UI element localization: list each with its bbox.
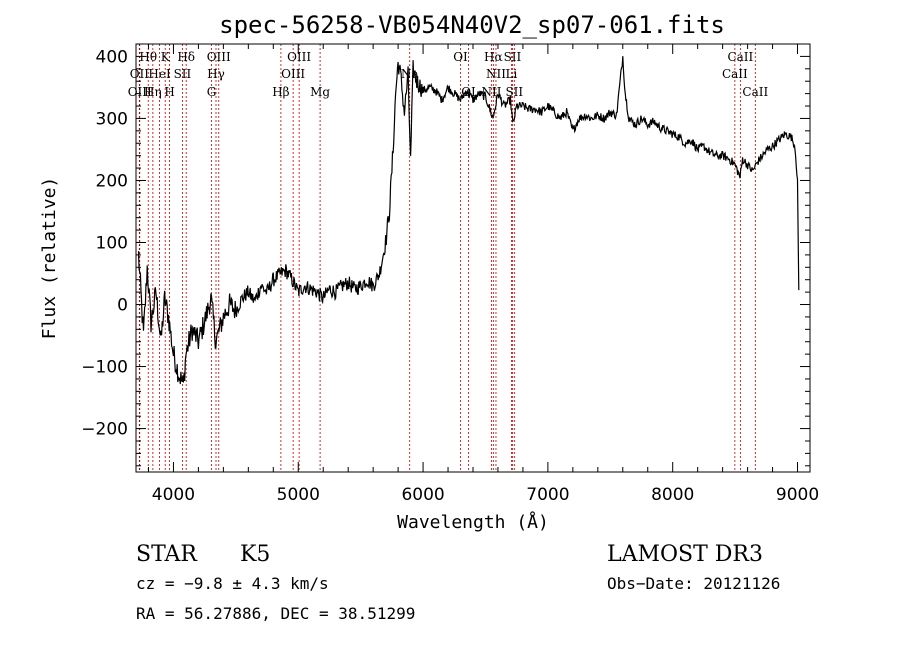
line-label-3: K (161, 50, 171, 64)
x-axis-label: Wavelength (Å) (397, 511, 549, 533)
y-tick-labels: −200 −100 0 100 200 300 400 (81, 47, 128, 439)
chart-title: spec-56258-VB054N40V2_sp07-061.fits (219, 11, 725, 39)
line-label-5: Hη (144, 85, 162, 99)
y-tick-label: −200 (81, 420, 128, 440)
survey-name: LAMOST DR3 (607, 542, 763, 567)
x-tick-label: 9000 (776, 485, 819, 505)
line-label-7: Hδ (177, 50, 195, 64)
x-tick-label: 5000 (277, 485, 320, 505)
line-label-9: OIII (207, 50, 231, 64)
y-tick-label: 100 (96, 233, 128, 253)
y-tick-label: 300 (96, 109, 128, 129)
object-class: STAR (136, 542, 198, 567)
observation-date: Obs−Date: 20121126 (607, 574, 780, 593)
line-label-22: Li (506, 67, 518, 81)
x-tick-label: 4000 (152, 485, 195, 505)
y-tick-label: 400 (96, 47, 128, 67)
y-axis-label: Flux (relative) (39, 177, 60, 340)
line-label-14: Hβ (272, 85, 289, 99)
line-label-11: G (207, 85, 217, 99)
x-tick-label: 6000 (401, 485, 444, 505)
x-tick-label: 7000 (526, 485, 569, 505)
object-subclass: K5 (240, 542, 270, 567)
axis-ticks (136, 43, 810, 472)
line-label-8: SII (174, 67, 192, 81)
line-label-15: Mg (310, 85, 330, 99)
line-label-10: Hγ (207, 67, 225, 81)
line-label-17: OI (453, 50, 468, 64)
y-tick-label: 0 (117, 296, 128, 316)
line-label-21: NII (486, 67, 506, 81)
spectrum-line (137, 56, 800, 385)
line-label-19: Hα (484, 50, 503, 64)
line-label-2: OIII (128, 85, 152, 99)
y-tick-label: 200 (96, 171, 128, 191)
line-label-25: CaII (727, 50, 753, 64)
line-label-4: HeI (148, 67, 171, 81)
coordinates: RA = 56.27886, DEC = 38.51299 (136, 604, 415, 623)
line-label-27: CaII (742, 85, 768, 99)
line-label-20: SII (504, 50, 522, 64)
line-label-24: SII (505, 85, 523, 99)
x-tick-labels: 4000 5000 6000 7000 8000 9000 (152, 485, 819, 505)
plot-frame (135, 43, 811, 473)
line-label-1: OII (130, 67, 150, 81)
redshift-cz: cz = −9.8 ± 4.3 km/s (136, 574, 329, 593)
y-tick-label: −100 (81, 358, 128, 378)
line-label-6: H (164, 85, 174, 99)
x-tick-label: 8000 (651, 485, 694, 505)
line-label-13: OIII (281, 67, 305, 81)
line-label-26: CaII (722, 67, 748, 81)
line-label-0: Hθ (139, 50, 157, 64)
line-label-12: OIII (287, 50, 311, 64)
spectral-line-markers (138, 44, 756, 472)
